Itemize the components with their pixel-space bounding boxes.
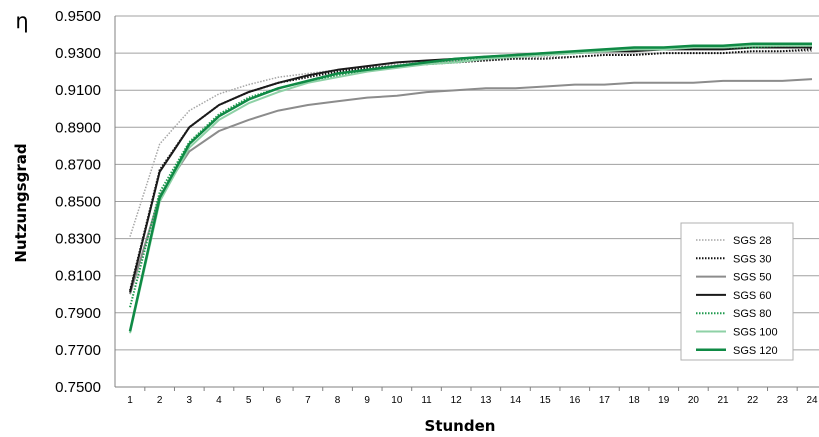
legend-items: SGS 28 SGS 30 SGS 50 SGS 60 SGS 80 SGS 100 SGS… — [696, 235, 778, 357]
x-tick-label: 19 — [658, 395, 670, 406]
x-tick-label: 8 — [335, 395, 341, 406]
y-tick-label: 0.8500 — [55, 194, 101, 211]
x-tick-label: 21 — [717, 395, 729, 406]
x-tick-label: 17 — [599, 395, 611, 406]
x-tick-label: 11 — [421, 395, 432, 406]
legend: SGS 28 SGS 30 SGS 50 SGS 60 SGS 80 SGS 100 SGS… — [680, 222, 794, 361]
y-axis-tick-labels: 0.7500 0.7700 0.7900 0.8100 0.8300 0.8500 0.87… — [55, 8, 101, 396]
legend-label-sgs-60: SGS 60 — [733, 290, 772, 302]
legend-label-sgs-50: SGS 50 — [733, 272, 772, 284]
legend-label-sgs-80: SGS 80 — [733, 308, 772, 320]
y-axis-title: Nutzungsgrad — [12, 143, 30, 262]
x-axis-tick-labels: 1 2 3 4 5 6 7 8 9 10 11 12 13 14 15 16 17 18 19 20 21 22 23 24 — [127, 395, 818, 406]
y-tick-label: 0.9100 — [55, 82, 101, 99]
y-tick-label: 0.7900 — [55, 305, 101, 322]
y-tick-label: 0.8700 — [55, 156, 101, 173]
x-tick-label: 7 — [305, 395, 311, 406]
x-tick-label: 24 — [806, 395, 818, 406]
x-tick-label: 3 — [187, 395, 193, 406]
x-tick-label: 9 — [364, 395, 370, 406]
y-tick-label: 0.9300 — [55, 45, 101, 62]
legend-label-sgs-100: SGS 100 — [733, 327, 778, 339]
series-line-sgs-100 — [129, 44, 812, 334]
y-tick-label: 0.7500 — [55, 379, 101, 396]
x-tick-label: 1 — [127, 395, 133, 406]
legend-label-sgs-30: SGS 30 — [733, 253, 772, 265]
x-tick-label: 12 — [451, 395, 463, 406]
x-tick-label: 20 — [688, 395, 700, 406]
y-tick-label: 0.7700 — [55, 342, 101, 359]
x-tick-label: 2 — [157, 395, 163, 406]
y-tick-label: 0.8100 — [55, 268, 101, 285]
legend-label-sgs-28: SGS 28 — [733, 235, 772, 247]
legend-label-sgs-120: SGS 120 — [733, 345, 778, 357]
series-line-sgs-28 — [129, 50, 812, 237]
x-tick-label: 5 — [246, 395, 252, 406]
x-tick-label: 10 — [391, 395, 403, 406]
x-tick-label: 18 — [629, 395, 641, 406]
y-tick-label: 0.9500 — [55, 8, 101, 25]
x-tick-label: 23 — [777, 395, 789, 406]
x-tick-label: 13 — [480, 395, 492, 406]
x-axis-title: Stunden — [425, 417, 496, 435]
x-tick-label: 14 — [510, 395, 522, 406]
x-tick-label: 4 — [216, 395, 222, 406]
x-tick-label: 15 — [540, 395, 552, 406]
series-lines — [128, 42, 813, 334]
y-tick-label: 0.8900 — [55, 119, 101, 136]
y-axis-symbol: η — [15, 9, 28, 33]
x-axis — [114, 16, 819, 391]
x-tick-label: 6 — [275, 395, 281, 406]
series-line-sgs-120 — [128, 42, 812, 332]
x-tick-label: 22 — [747, 395, 759, 406]
x-tick-label: 16 — [569, 395, 581, 406]
y-tick-label: 0.8300 — [55, 231, 101, 248]
series-line-sgs-50 — [129, 78, 813, 295]
legend-box — [680, 222, 794, 361]
